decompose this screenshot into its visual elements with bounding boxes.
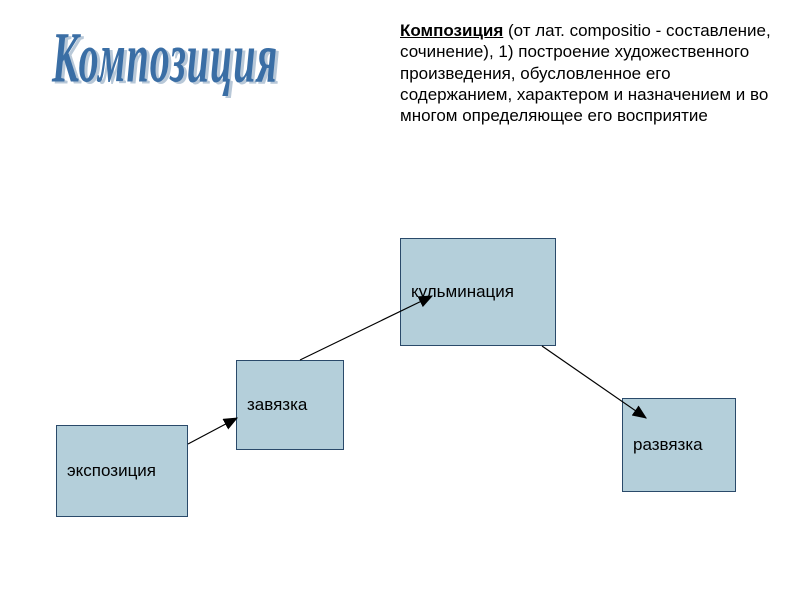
node-kulminatsiya: кульминация — [400, 238, 556, 346]
node-zavyazka: завязка — [236, 360, 344, 450]
node-exposition: экспозиция — [56, 425, 188, 517]
node-razvyazka: развязка — [622, 398, 736, 492]
node-label: экспозиция — [67, 461, 156, 481]
main-title: Композиция — [52, 15, 278, 100]
node-label: завязка — [247, 395, 307, 415]
definition-term: Композиция — [400, 21, 503, 40]
node-label: кульминация — [411, 282, 514, 302]
definition-text: Композиция (от лат. compositio - составл… — [400, 20, 780, 126]
node-label: развязка — [633, 435, 703, 455]
edge-exposition-zavyazka — [188, 418, 237, 444]
